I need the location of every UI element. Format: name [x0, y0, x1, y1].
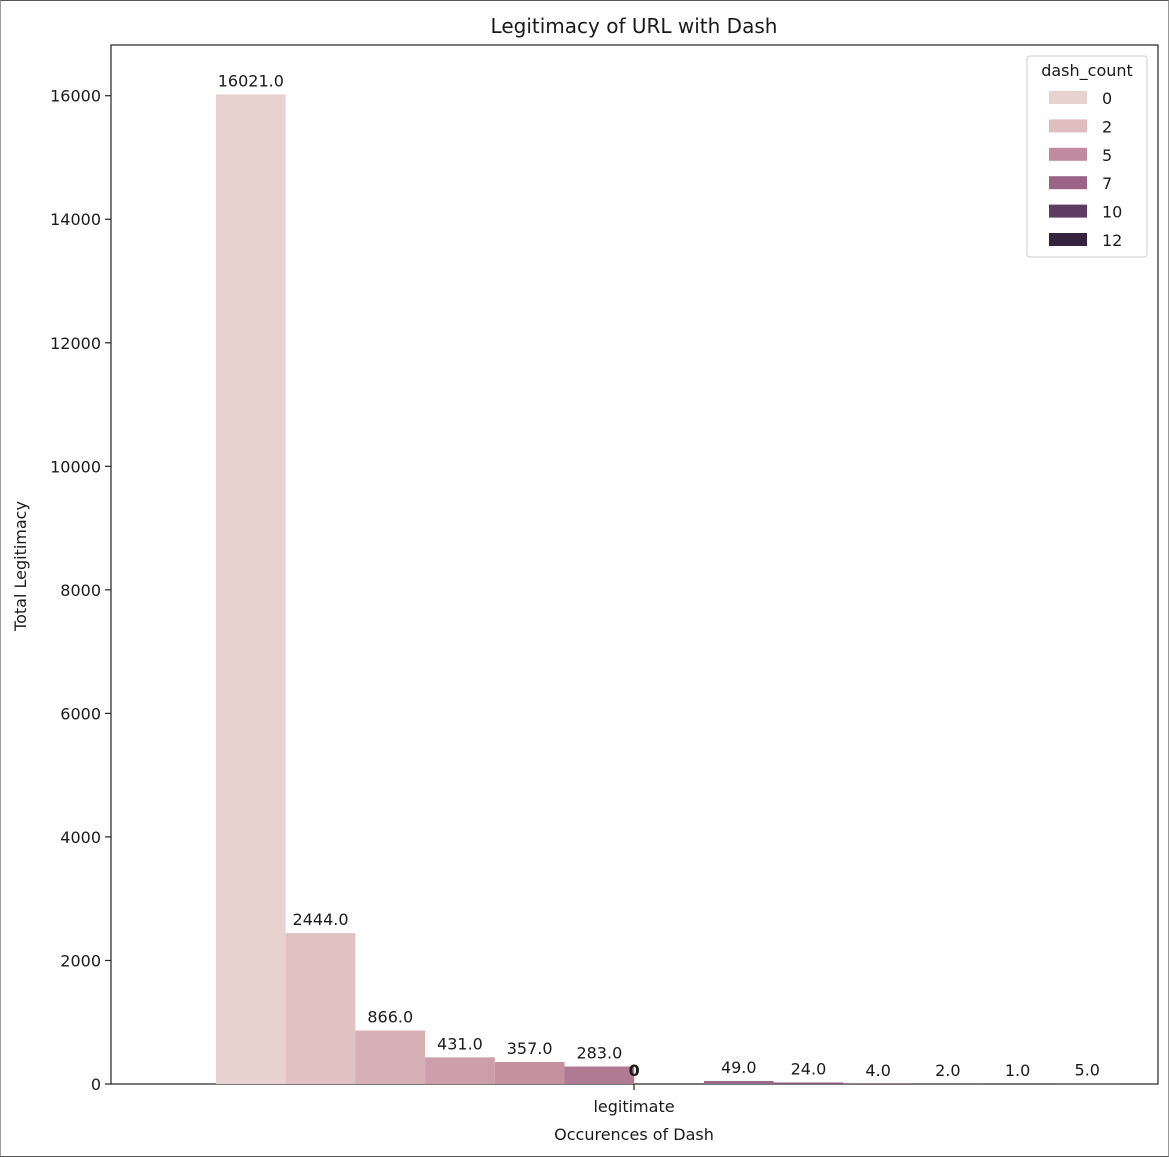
bar-value-label: 24.0 — [791, 1060, 827, 1079]
legend: dash_count 0 2 5 7 10 12 — [1026, 55, 1148, 258]
bar-value-label: 2444.0 — [293, 910, 349, 929]
bar-value-label: 16021.0 — [218, 71, 284, 90]
bar — [425, 1057, 495, 1084]
bar-labels-group: 16021.0 2444.0 866.0 431.0 357.0 283.0 0 49.0 24… — [218, 71, 1100, 1080]
bar-value-label: 357.0 — [507, 1039, 553, 1058]
legend-swatch — [1049, 233, 1087, 246]
bar — [703, 1080, 774, 1084]
legend-label: 5 — [1102, 146, 1112, 165]
chart-title: Legitimacy of URL with Dash — [491, 14, 778, 38]
legend-swatch — [1049, 147, 1087, 161]
legend-label: 12 — [1102, 231, 1122, 250]
y-tick-label: 4000 — [60, 828, 101, 847]
bar-value-label: 5.0 — [1075, 1061, 1100, 1080]
legend-label: 10 — [1102, 203, 1122, 222]
bars-group — [216, 94, 1123, 1084]
bar-value-label: 2.0 — [935, 1061, 960, 1080]
bar-value-label: 4.0 — [865, 1061, 890, 1080]
bar-value-label: 866.0 — [367, 1008, 413, 1027]
bar-value-label: 49.0 — [721, 1058, 757, 1077]
bar — [773, 1082, 844, 1084]
bar — [564, 1066, 635, 1084]
bar — [355, 1030, 426, 1084]
bar-value-label: 431.0 — [437, 1034, 483, 1053]
y-tick-label: 12000 — [50, 334, 101, 353]
y-tick-label: 2000 — [60, 951, 101, 970]
x-axis-ticks: legitimate — [593, 1084, 675, 1116]
bar-value-label: 0 — [629, 1061, 640, 1080]
bar — [216, 94, 286, 1084]
y-tick-label: 14000 — [50, 210, 101, 229]
legend-swatch — [1049, 204, 1087, 218]
legend-swatch — [1049, 119, 1087, 133]
y-tick-label: 10000 — [50, 457, 101, 476]
legend-swatch — [1049, 176, 1087, 190]
y-tick-label: 16000 — [50, 87, 101, 106]
y-tick-label: 8000 — [60, 581, 101, 600]
legend-label: 0 — [1102, 89, 1112, 108]
x-tick-label: legitimate — [593, 1097, 674, 1116]
bar — [285, 933, 356, 1084]
legend-title: dash_count — [1041, 61, 1133, 81]
legend-swatch — [1049, 91, 1087, 104]
y-axis-ticks: 0 2000 4000 6000 8000 10000 12000 14000 16000 — [50, 87, 111, 1094]
x-axis-label: Occurences of Dash — [554, 1125, 714, 1144]
bar-value-label: 283.0 — [576, 1044, 622, 1063]
legend-entries: 0 2 5 7 10 12 — [1049, 89, 1122, 250]
legend-label: 2 — [1102, 117, 1112, 136]
y-tick-label: 0 — [91, 1075, 101, 1094]
y-tick-label: 6000 — [60, 704, 101, 723]
bar-value-label: 1.0 — [1005, 1061, 1030, 1080]
legend-label: 7 — [1102, 174, 1112, 193]
bar — [494, 1061, 565, 1084]
y-axis-label: Total Legitimacy — [11, 501, 30, 632]
